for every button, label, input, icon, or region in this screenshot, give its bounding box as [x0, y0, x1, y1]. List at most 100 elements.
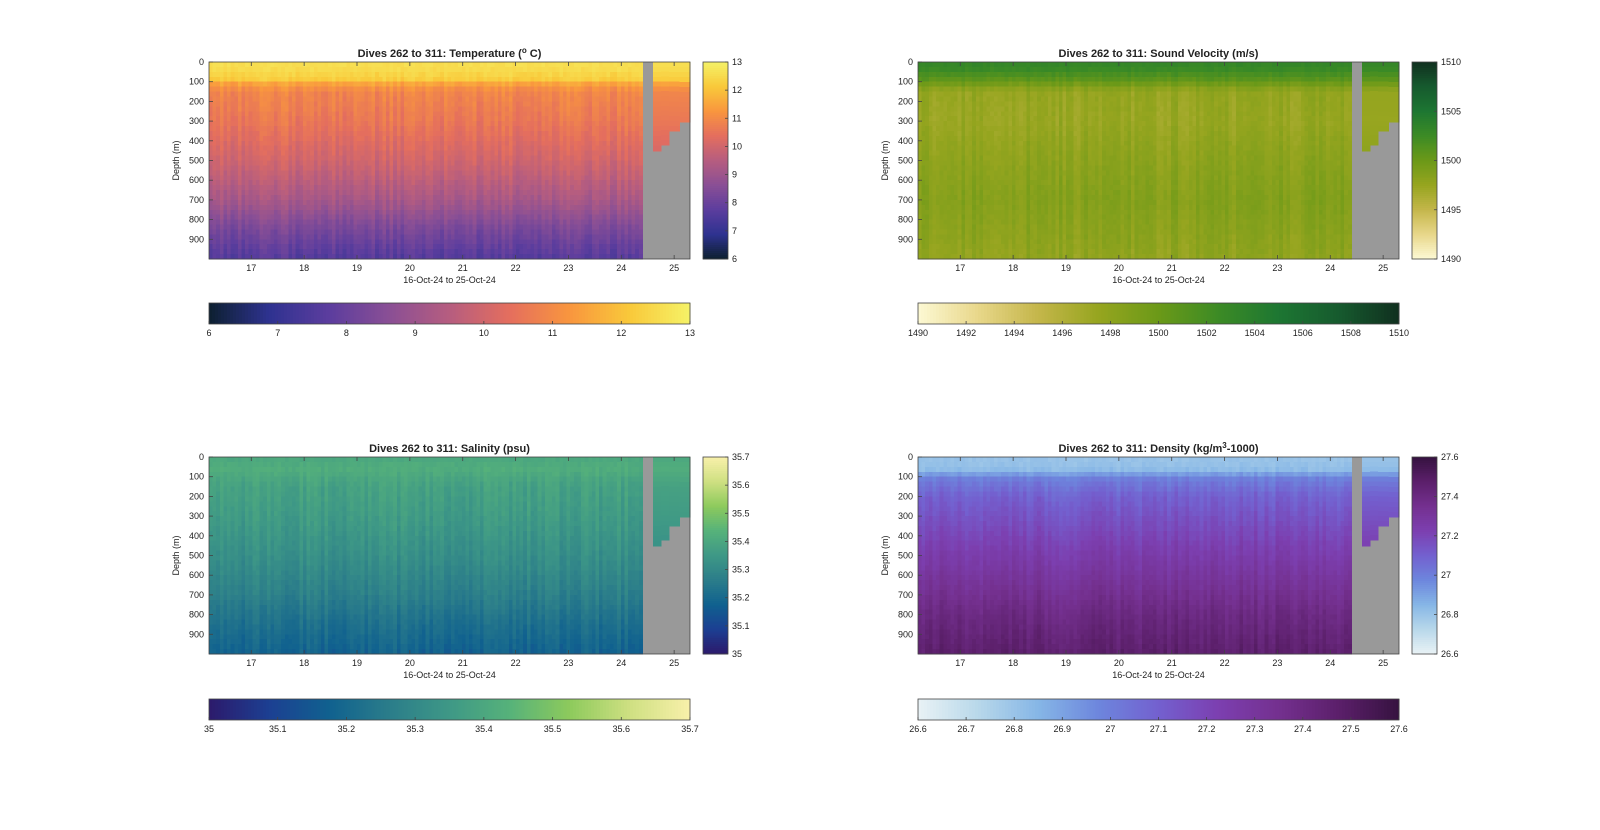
heatmap-cell — [523, 96, 528, 102]
heatmap-cell — [353, 254, 358, 260]
heatmap-cell — [548, 194, 553, 201]
heatmap-cell — [606, 155, 611, 162]
heatmap-cell — [505, 116, 510, 122]
heatmap-cell — [306, 165, 311, 171]
heatmap-cell — [660, 100, 670, 107]
heatmap-cell — [335, 116, 340, 122]
heatmap-cell — [552, 155, 557, 162]
heatmap-cell — [516, 135, 521, 142]
heatmap-cell — [487, 66, 492, 73]
heatmap-cell — [295, 190, 300, 196]
heatmap-cell — [306, 224, 311, 231]
heatmap-cell — [306, 185, 311, 191]
heatmap-cell — [331, 96, 337, 102]
heatmap-cell — [570, 234, 575, 240]
heatmap-cell — [375, 170, 380, 176]
heatmap-cell — [237, 160, 243, 167]
heatmap-cell — [570, 219, 575, 226]
heatmap-cell — [570, 199, 575, 206]
heatmap-cell — [385, 155, 391, 162]
heatmap-cell — [609, 76, 615, 83]
heatmap-cell — [252, 239, 257, 245]
heatmap-cell — [302, 185, 308, 191]
heatmap-cell — [429, 219, 434, 226]
heatmap-cell — [353, 224, 358, 231]
heatmap-cell — [627, 175, 633, 181]
heatmap-cell — [245, 175, 250, 181]
heatmap-cell — [534, 76, 539, 83]
heatmap-cell — [353, 185, 358, 191]
heatmap-cell — [494, 116, 499, 122]
heatmap-cell — [494, 91, 499, 98]
heatmap-cell — [566, 199, 571, 206]
heatmap-cell — [570, 175, 575, 181]
heatmap-cell — [552, 175, 557, 181]
heatmap-cell — [454, 66, 459, 73]
heatmap-cell — [353, 81, 358, 88]
heatmap-cell — [624, 254, 629, 260]
heatmap-cell — [212, 81, 217, 88]
heatmap-cell — [599, 155, 604, 162]
heatmap-cell — [237, 106, 243, 112]
heatmap-cell — [526, 106, 532, 112]
heatmap-cell — [454, 244, 459, 250]
heatmap-cell — [248, 185, 253, 191]
heatmap-cell — [335, 66, 340, 73]
heatmap-cell — [393, 62, 398, 68]
heatmap-cell — [487, 135, 492, 142]
heatmap-cell — [288, 101, 293, 107]
heatmap-cell — [346, 150, 351, 157]
heatmap-cell — [591, 126, 597, 132]
heatmap-cell — [400, 214, 405, 221]
heatmap-cell — [606, 199, 611, 206]
heatmap-cell — [501, 145, 506, 152]
heatmap-cell — [237, 116, 243, 122]
heatmap-cell — [552, 135, 557, 142]
heatmap-cell — [407, 229, 412, 235]
heatmap-cell — [577, 209, 582, 216]
heatmap-cell — [255, 160, 261, 167]
heatmap-cell — [534, 229, 539, 235]
heatmap-cell — [432, 155, 438, 162]
heatmap-cell — [559, 62, 564, 68]
heatmap-cell — [263, 229, 268, 235]
heatmap-cell — [505, 71, 510, 78]
heatmap-cell — [458, 101, 463, 107]
heatmap-cell — [310, 199, 315, 206]
heatmap-cell — [465, 155, 470, 162]
heatmap-cell — [454, 126, 459, 132]
heatmap-cell — [487, 71, 492, 78]
heatmap-cell — [418, 194, 423, 201]
heatmap-cell — [523, 135, 528, 142]
heatmap-cell — [382, 106, 387, 112]
heatmap-cell — [497, 140, 503, 147]
heatmap-cell — [595, 126, 600, 132]
heatmap-cell — [443, 170, 448, 176]
heatmap-cell — [530, 194, 535, 201]
heatmap-cell — [458, 116, 463, 122]
heatmap-cell — [263, 135, 268, 142]
heatmap-cell — [530, 62, 535, 68]
heatmap-cell — [588, 199, 593, 206]
heatmap-cell — [599, 81, 604, 88]
heatmap-cell — [382, 160, 387, 167]
heatmap-cell — [512, 135, 517, 142]
heatmap-cell — [490, 199, 495, 206]
heatmap-cell — [259, 214, 264, 221]
heatmap-cell — [613, 81, 618, 88]
heatmap-cell — [443, 194, 448, 201]
heatmap-cell — [541, 249, 546, 255]
heatmap-cell — [411, 190, 416, 196]
heatmap-cell — [584, 101, 589, 107]
heatmap-cell — [219, 106, 225, 112]
heatmap-cell — [306, 244, 311, 250]
heatmap-cell — [241, 66, 246, 73]
heatmap-cell — [255, 244, 261, 250]
heatmap-cell — [606, 135, 611, 142]
heatmap-cell — [548, 71, 553, 78]
heatmap-cell — [461, 81, 467, 88]
heatmap-cell — [490, 111, 495, 117]
heatmap-cell — [516, 175, 521, 181]
heatmap-cell — [555, 96, 560, 102]
heatmap-cell — [555, 224, 560, 231]
